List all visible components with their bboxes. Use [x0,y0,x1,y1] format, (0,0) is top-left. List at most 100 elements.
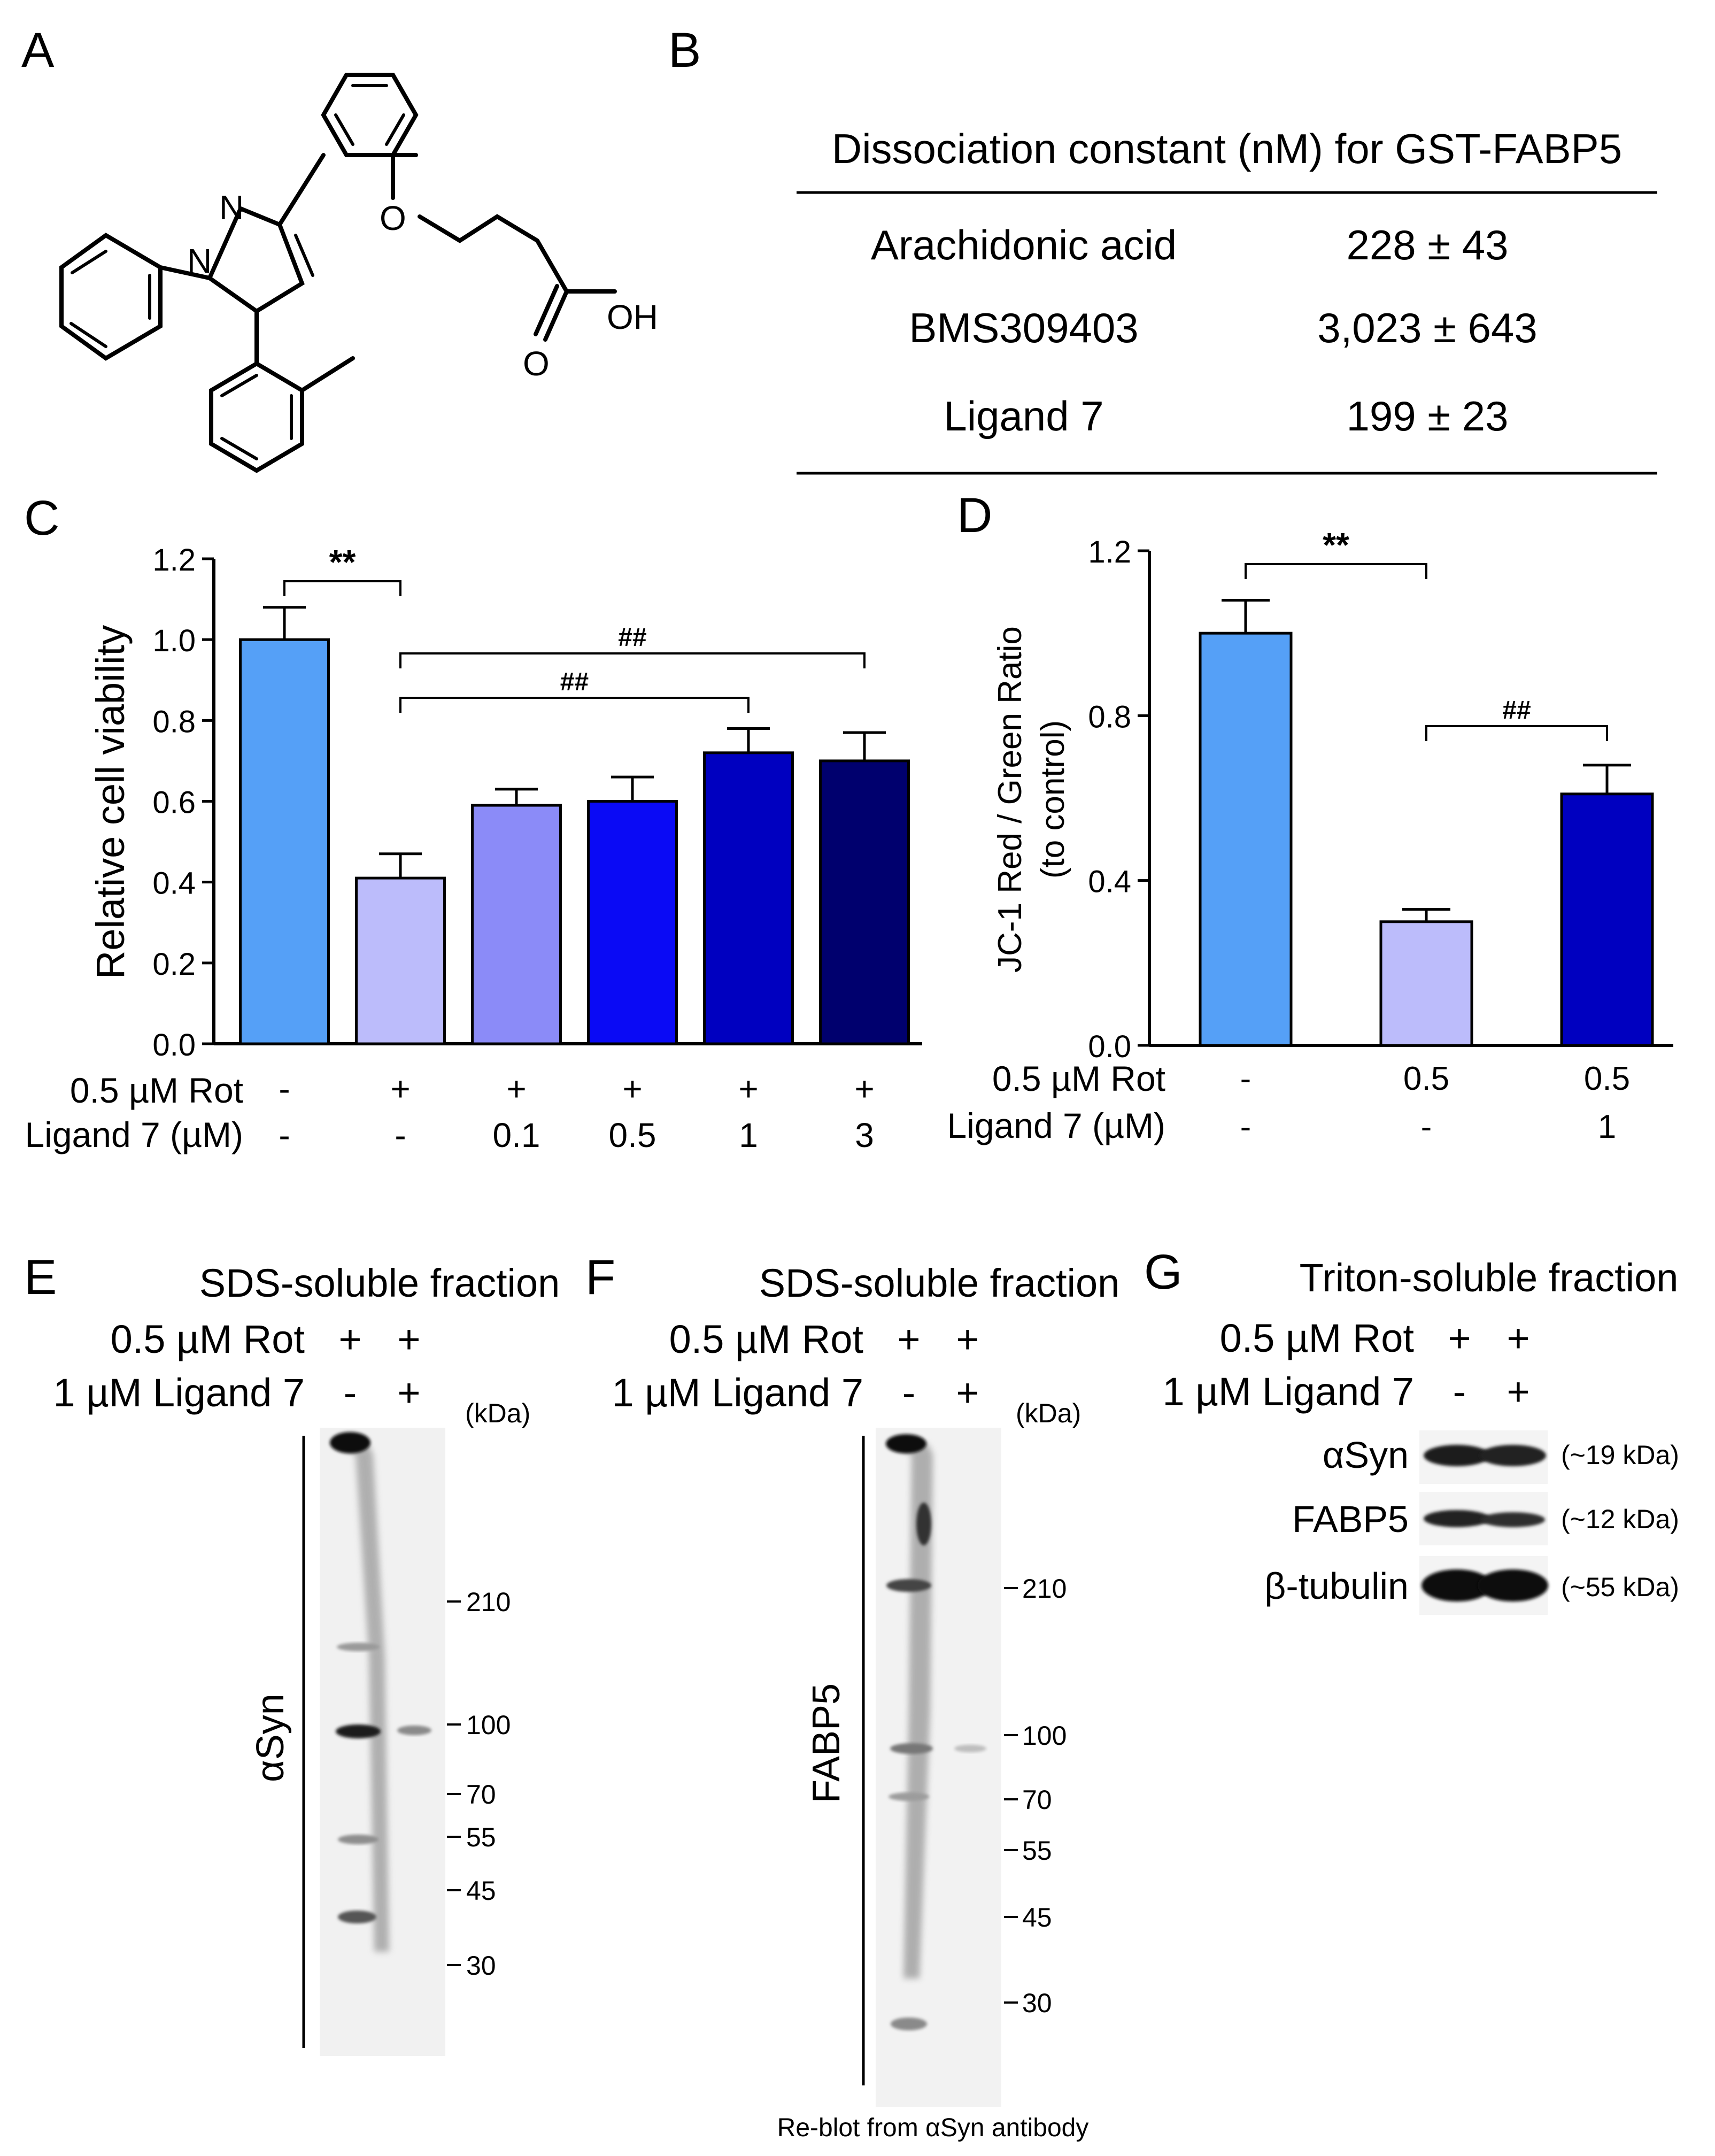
table-title: Dissociation constant (nM) for GST-FABP5 [832,125,1622,172]
blot-g: Triton-soluble fraction 0.5 µM Rot + + 1… [1163,1256,1679,1615]
y-tick-label: 1.0 [152,623,196,658]
blot-g-row-2-name: FABP5 [1292,1498,1409,1540]
y-tick-label: 0.6 [152,786,196,820]
bar [819,759,910,1045]
blot-g-rot-lane2: + [1507,1316,1529,1360]
blot-f-rot-label: 0.5 µM Rot [669,1317,864,1361]
y-tick-label: 0.0 [1088,1029,1131,1064]
error-bar [1222,599,1270,634]
blot-g-row-1-name: αSyn [1323,1434,1409,1476]
blot-e-marker-210: 210 [466,1587,511,1617]
y-tick-label: 1.2 [152,543,196,578]
table-ligand-1: Arachidonic acid [871,221,1177,268]
blot-g-lig-lane1: - [1453,1369,1466,1414]
dissociation-table: Dissociation constant (nM) for GST-FABP5… [797,125,1657,475]
table-value-3: 199 ± 23 [1346,392,1508,440]
blot-e-marker-30: 30 [466,1951,496,1981]
blot-f-bands [886,1434,986,2030]
blot-e-marker-55: 55 [466,1822,496,1852]
y-tick-label: 0.8 [1088,699,1131,734]
error-bar [495,788,538,806]
blot-f-lig-label: 1 µM Ligand 7 [612,1370,864,1415]
blot-f-marker-45: 45 [1022,1903,1052,1932]
blot-f-marker-70: 70 [1022,1785,1052,1815]
blot-e-lig-label: 1 µM Ligand 7 [53,1370,305,1415]
x-ligand-label: 3 [855,1116,874,1154]
x-rot-label: + [738,1069,758,1108]
blot-g-row-2-band-2 [1481,1512,1545,1527]
blot-e: SDS-soluble fraction 0.5 µM Rot + + 1 µM… [53,1261,560,2056]
error-bar [843,731,886,761]
blot-f-marker-30: 30 [1022,1988,1052,2018]
blot-g-row-1-band-2 [1480,1445,1546,1466]
x-ligand-label: 0.1 [493,1116,540,1154]
panel-label-g: G [1144,1245,1183,1299]
x-ligand-label: - [1240,1108,1252,1145]
bar [587,800,678,1045]
atom-o-carbonyl: O [523,344,550,383]
significance-label: ** [329,543,356,581]
blot-f-marker-210: 210 [1022,1574,1067,1604]
x-rot-label: - [279,1069,290,1108]
significance-bracket [1425,725,1608,741]
x-rot-label: 0.5 [1584,1060,1630,1097]
blot-f-kda-label: (kDa) [1016,1398,1081,1428]
blot-e-marker-70: 70 [466,1780,496,1810]
blot-f-lig-lane2: + [956,1370,979,1415]
x-ligand-label: - [1421,1108,1432,1145]
blot-g-row-2-band-1 [1424,1510,1490,1527]
blot-e-bands [330,1432,431,1952]
blot-g-row-3-band-2 [1478,1569,1548,1601]
chart-d-y-label: JC-1 Red / Green Ratio [992,626,1029,973]
significance-label: ** [1323,526,1349,564]
chemical-structure [59,73,617,473]
x-ligand-label: 1 [1598,1108,1616,1145]
y-tick-label: 0.2 [152,947,196,982]
significance-bracket [399,697,750,713]
bar [1560,792,1654,1047]
blot-e-marker-100: 100 [466,1710,511,1740]
x-ligand-label: - [395,1116,406,1154]
panel-label-e: E [24,1250,57,1305]
blot-g-row-3-size: (~55 kDa) [1561,1572,1679,1602]
table-value-2: 3,023 ± 643 [1317,304,1537,351]
blot-g-row-1-size: (~19 kDa) [1561,1440,1679,1470]
table-ligand-3: Ligand 7 [944,392,1103,440]
x-ligand-label: 1 [739,1116,758,1154]
chart-d-y-label-sub: (to control) [1034,720,1071,879]
x-rot-label: + [854,1069,874,1108]
bar [1199,632,1293,1047]
error-bar [263,606,306,640]
blot-e-antibody-label: αSyn [249,1693,292,1782]
blot-f-lig-lane1: - [902,1370,916,1415]
table-ligand-2: BMS309403 [909,304,1138,351]
x-rot-label: - [1240,1060,1252,1097]
chart-d-row-label-ligand: Ligand 7 (µM) [947,1106,1165,1145]
error-bar [1402,908,1450,922]
blot-g-rot-lane1: + [1448,1316,1471,1360]
bar [1379,920,1473,1047]
blot-f-footnote: Re-blot from αSyn antibody [777,2114,1089,2142]
blot-g-rot-label: 0.5 µM Rot [1220,1316,1415,1360]
error-bar [727,727,770,753]
chart-c: Relative cell viability 0.5 µM Rot Ligan… [25,543,922,1154]
chart-c-row-label-ligand: Ligand 7 (µM) [25,1115,243,1154]
x-rot-label: + [390,1069,410,1108]
bar [703,751,794,1045]
blot-f: SDS-soluble fraction 0.5 µM Rot + + 1 µM… [612,1261,1120,2142]
significance-bracket [1245,563,1427,579]
blot-e-rot-lane1: + [338,1317,361,1361]
blot-e-lig-lane2: + [397,1370,420,1415]
panel-label-a: A [21,23,55,78]
blot-e-rot-lane2: + [397,1317,420,1361]
x-rot-label: + [622,1069,642,1108]
blot-f-membrane [876,1428,1001,2107]
x-rot-label: 0.5 [1403,1060,1449,1097]
y-tick-label: 1.2 [1088,535,1131,569]
bar [471,804,562,1045]
y-tick-label: 0.4 [152,866,196,901]
bar [355,876,446,1045]
blot-e-marker-45: 45 [466,1876,496,1906]
